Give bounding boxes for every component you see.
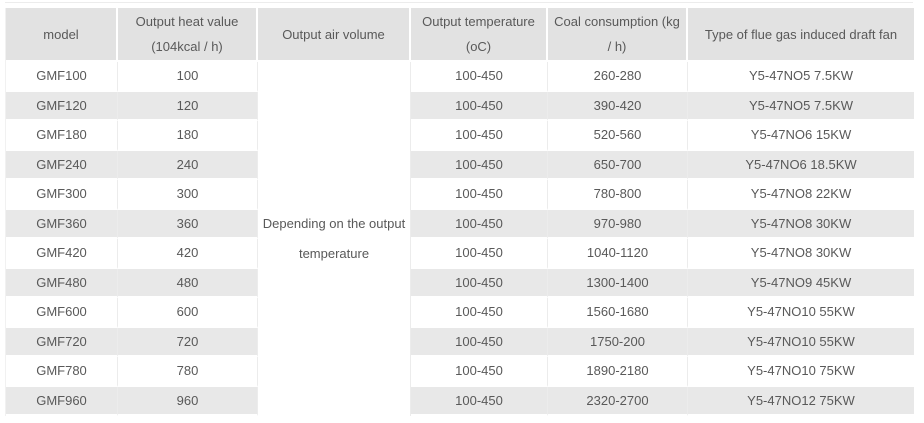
cell-model: GMF100 <box>6 62 118 92</box>
cell-fan: Y5-47NO6 18.5KW <box>688 150 914 180</box>
cell-temp: 100-450 <box>411 298 548 328</box>
cell-heat: 300 <box>118 180 258 210</box>
boiler-spec-table: model Output heat value (104kcal / h) Ou… <box>5 8 914 416</box>
table-row: GMF100 100 Depending on the output tempe… <box>6 62 914 416</box>
table-row: GMF120 120 100-450 390-420 Y5-47NO5 7.5K… <box>6 91 914 121</box>
cell-fan: Y5-47NO8 30KW <box>688 239 914 269</box>
cell-coal: 260-280 <box>548 62 688 92</box>
table-row: GMF420 420 100-450 1040-1120 Y5-47NO8 30… <box>6 239 914 269</box>
col-header-output-air-volume: Output air volume <box>258 8 411 62</box>
cell-model: GMF480 <box>6 268 118 298</box>
cell-coal: 780-800 <box>548 180 688 210</box>
cell-coal: 1560-1680 <box>548 298 688 328</box>
cell-heat: 480 <box>118 268 258 298</box>
cell-coal: 1890-2180 <box>548 357 688 387</box>
cell-coal: 1750-200 <box>548 327 688 357</box>
cell-temp: 100-450 <box>411 62 548 92</box>
cell-fan: Y5-47NO9 45KW <box>688 268 914 298</box>
cell-temp: 100-450 <box>411 327 548 357</box>
table-row: GMF180 180 100-450 520-560 Y5-47NO6 15KW <box>6 121 914 151</box>
cell-fan: Y5-47NO10 55KW <box>688 327 914 357</box>
cell-air-volume-merged: Depending on the output temperature <box>258 62 411 416</box>
cell-coal: 520-560 <box>548 121 688 151</box>
cell-model: GMF600 <box>6 298 118 328</box>
cell-model: GMF240 <box>6 150 118 180</box>
cell-heat: 100 <box>118 62 258 92</box>
cell-temp: 100-450 <box>411 268 548 298</box>
cell-model: GMF300 <box>6 180 118 210</box>
cell-temp: 100-450 <box>411 180 548 210</box>
table-row: GMF300 300 100-450 780-800 Y5-47NO8 22KW <box>6 180 914 210</box>
col-header-output-heat-value: Output heat value (104kcal / h) <box>118 8 258 62</box>
cell-temp: 100-450 <box>411 91 548 121</box>
table-row: GMF360 360 100-450 970-980 Y5-47NO8 30KW <box>6 209 914 239</box>
top-divider <box>5 2 913 3</box>
cell-temp: 100-450 <box>411 150 548 180</box>
cell-model: GMF360 <box>6 209 118 239</box>
cell-model: GMF960 <box>6 386 118 416</box>
col-header-coal-consumption: Coal consumption (kg / h) <box>548 8 688 62</box>
cell-fan: Y5-47NO12 75KW <box>688 386 914 416</box>
table-row: GMF720 720 100-450 1750-200 Y5-47NO10 55… <box>6 327 914 357</box>
col-header-fan-type: Type of flue gas induced draft fan <box>688 8 914 62</box>
cell-fan: Y5-47NO10 55KW <box>688 298 914 328</box>
col-header-model-label: model <box>43 26 79 42</box>
table-row: GMF780 780 100-450 1890-2180 Y5-47NO10 7… <box>6 357 914 387</box>
cell-model: GMF120 <box>6 91 118 121</box>
col-header-model: model <box>6 8 118 62</box>
cell-heat: 720 <box>118 327 258 357</box>
col-header-output-temperature: Output temperature (oC) <box>411 8 548 62</box>
cell-fan: Y5-47NO10 75KW <box>688 357 914 387</box>
cell-model: GMF720 <box>6 327 118 357</box>
cell-heat: 420 <box>118 239 258 269</box>
cell-fan: Y5-47NO5 7.5KW <box>688 62 914 92</box>
table-row: GMF240 240 100-450 650-700 Y5-47NO6 18.5… <box>6 150 914 180</box>
table-row: GMF600 600 100-450 1560-1680 Y5-47NO10 5… <box>6 298 914 328</box>
cell-temp: 100-450 <box>411 121 548 151</box>
table-row: GMF960 960 100-450 2320-2700 Y5-47NO12 7… <box>6 386 914 416</box>
cell-heat: 360 <box>118 209 258 239</box>
cell-temp: 100-450 <box>411 386 548 416</box>
cell-coal: 390-420 <box>548 91 688 121</box>
table-header-row: model Output heat value (104kcal / h) Ou… <box>6 8 914 62</box>
cell-heat: 180 <box>118 121 258 151</box>
cell-heat: 780 <box>118 357 258 387</box>
cell-fan: Y5-47NO5 7.5KW <box>688 91 914 121</box>
cell-temp: 100-450 <box>411 209 548 239</box>
cell-heat: 960 <box>118 386 258 416</box>
cell-coal: 2320-2700 <box>548 386 688 416</box>
cell-heat: 240 <box>118 150 258 180</box>
cell-model: GMF780 <box>6 357 118 387</box>
cell-fan: Y5-47NO8 22KW <box>688 180 914 210</box>
table-row: GMF480 480 100-450 1300-1400 Y5-47NO9 45… <box>6 268 914 298</box>
cell-coal: 650-700 <box>548 150 688 180</box>
cell-coal: 1300-1400 <box>548 268 688 298</box>
cell-model: GMF180 <box>6 121 118 151</box>
cell-temp: 100-450 <box>411 357 548 387</box>
cell-fan: Y5-47NO8 30KW <box>688 209 914 239</box>
cell-coal: 970-980 <box>548 209 688 239</box>
cell-heat: 120 <box>118 91 258 121</box>
cell-temp: 100-450 <box>411 239 548 269</box>
cell-heat: 600 <box>118 298 258 328</box>
cell-model: GMF420 <box>6 239 118 269</box>
cell-fan: Y5-47NO6 15KW <box>688 121 914 151</box>
cell-coal: 1040-1120 <box>548 239 688 269</box>
